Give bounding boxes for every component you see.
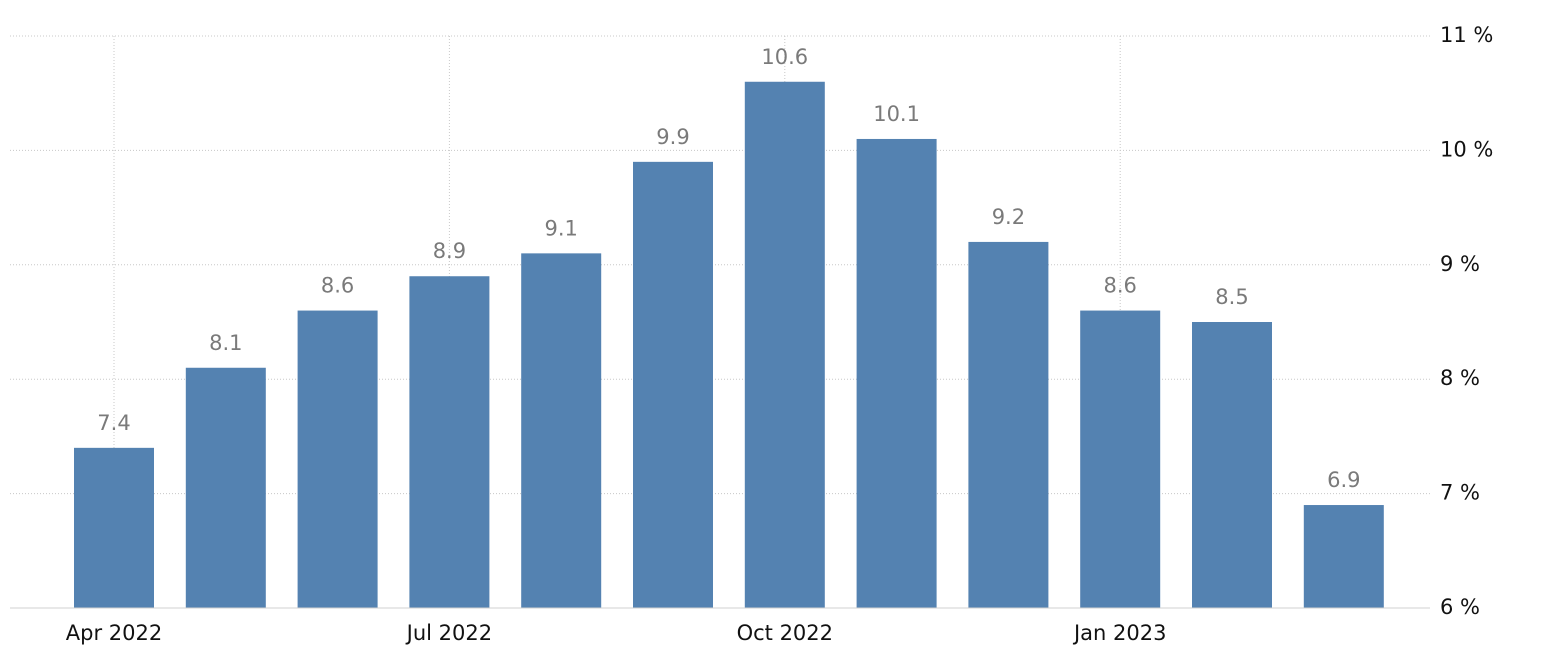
x-tick-label: Jul 2022 (405, 621, 492, 645)
x-tick-label: Apr 2022 (66, 621, 162, 645)
bar (1192, 322, 1272, 608)
y-tick-label: 6 % (1440, 595, 1480, 619)
value-label: 8.6 (1103, 274, 1136, 298)
bar (633, 161, 713, 608)
value-label: 9.9 (656, 125, 689, 149)
value-label: 7.4 (97, 411, 130, 435)
x-tick-label: Jan 2023 (1072, 621, 1167, 645)
value-label: 8.6 (321, 274, 354, 298)
bar (74, 447, 154, 608)
y-tick-label: 10 % (1440, 137, 1493, 161)
bar (856, 138, 937, 608)
x-tick-label: Oct 2022 (737, 621, 833, 645)
value-label: 8.5 (1215, 285, 1248, 309)
bar (1303, 505, 1384, 608)
y-tick-label: 11 % (1440, 23, 1493, 47)
bar (297, 310, 378, 608)
bar (409, 276, 490, 608)
value-label: 6.9 (1327, 468, 1360, 492)
value-label: 9.1 (544, 216, 577, 240)
bar (1080, 310, 1161, 608)
bar (185, 367, 266, 608)
value-label: 8.1 (209, 331, 242, 355)
y-tick-label: 7 % (1440, 481, 1480, 505)
bar (521, 253, 602, 609)
value-label: 10.6 (761, 45, 808, 69)
bar (968, 241, 1049, 609)
y-tick-label: 8 % (1440, 366, 1480, 390)
bar (744, 81, 825, 608)
value-label: 8.9 (433, 239, 466, 263)
value-label: 9.2 (992, 205, 1025, 229)
y-tick-label: 9 % (1440, 252, 1480, 276)
value-label: 10.1 (873, 102, 920, 126)
